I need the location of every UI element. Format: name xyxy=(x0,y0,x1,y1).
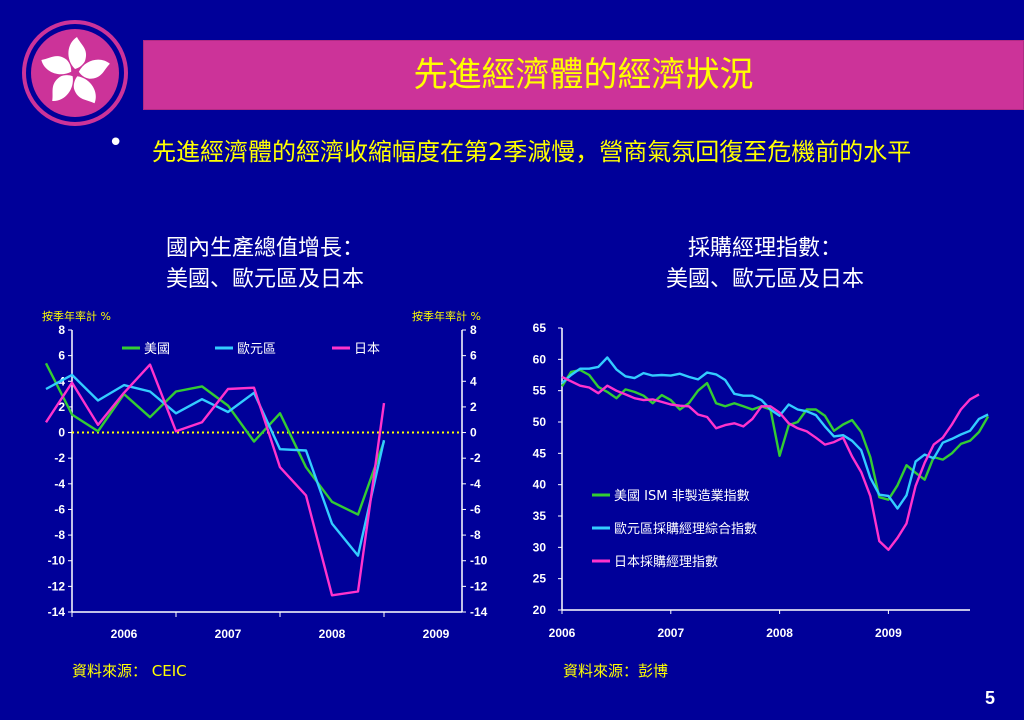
left-chart-title-line2: 美國、歐元區及日本 xyxy=(165,267,364,292)
x-tick-label: 2007 xyxy=(657,626,684,640)
y-tick-label: 65 xyxy=(533,321,547,335)
y-tick-label: 30 xyxy=(533,540,547,554)
series-line-0 xyxy=(560,368,990,501)
y2-tick-label: -6 xyxy=(470,502,481,516)
x-tick-label: 2008 xyxy=(319,627,346,641)
y-tick-label: -8 xyxy=(54,528,65,542)
x-tick-label: 2006 xyxy=(549,626,576,640)
right-axis-unit: 按季年率計 % xyxy=(412,309,481,323)
y-tick-label: 0 xyxy=(58,426,65,440)
series-line-0 xyxy=(44,362,386,516)
y2-tick-label: -14 xyxy=(470,605,488,619)
left-axis-unit: 按季年率計 % xyxy=(42,309,111,323)
y2-tick-label: 4 xyxy=(470,374,477,388)
y2-tick-label: 6 xyxy=(470,349,477,363)
left-chart-title-line1: 國內生產總值增長： xyxy=(165,236,364,261)
legend-label-1: 歐元區 xyxy=(237,342,276,357)
left-chart-title: 國內生產總值增長： 美國、歐元區及日本 xyxy=(120,233,410,295)
y-tick-label: 4 xyxy=(58,374,65,388)
y-tick-label: 40 xyxy=(533,478,547,492)
bauhinia-flower-icon xyxy=(22,20,128,126)
y2-tick-label: -4 xyxy=(470,477,481,491)
y-tick-label: -14 xyxy=(48,605,66,619)
series-line-1 xyxy=(561,356,989,510)
y-tick-label: 60 xyxy=(533,352,547,366)
y-tick-label: -12 xyxy=(48,579,66,593)
y2-tick-label: -10 xyxy=(470,554,488,568)
legend-label-1: 歐元區採購經理綜合指數 xyxy=(614,522,757,537)
y-tick-label: 8 xyxy=(58,323,65,337)
slide-title: 先進經濟體的經濟狀況 xyxy=(413,55,754,95)
series-line-2 xyxy=(561,375,980,551)
y-tick-label: -6 xyxy=(54,502,65,516)
y-tick-label: 35 xyxy=(533,509,547,523)
x-tick-label: 2009 xyxy=(875,626,902,640)
y-tick-label: 2 xyxy=(58,400,65,414)
right-chart-title-line2: 美國、歐元區及日本 xyxy=(665,267,864,292)
bullet-text: 先進經濟體的經濟收縮幅度在第2季減慢，營商氣氛回復至危機前的水平 xyxy=(152,138,912,166)
y2-tick-label: 0 xyxy=(470,426,477,440)
legend-label-0: 美國 xyxy=(144,342,170,357)
right-chart-title-line1: 採購經理指數： xyxy=(687,236,842,261)
y-tick-label: 25 xyxy=(533,572,547,586)
x-tick-label: 2006 xyxy=(111,627,138,641)
legend-label-2: 日本採購經理指數 xyxy=(614,555,718,570)
y-tick-label: 20 xyxy=(533,603,547,617)
bullet-dot: • xyxy=(108,128,124,158)
y2-tick-label: 2 xyxy=(470,400,477,414)
x-tick-label: 2009 xyxy=(423,627,450,641)
y-tick-label: 45 xyxy=(533,446,547,460)
y-tick-label: 6 xyxy=(58,349,65,363)
right-chart-title: 採購經理指數： 美國、歐元區及日本 xyxy=(620,233,910,295)
y-tick-label: 55 xyxy=(533,384,547,398)
series-line-2 xyxy=(44,363,386,597)
y-tick-label: -2 xyxy=(54,451,65,465)
y-tick-label: -10 xyxy=(48,554,66,568)
y2-tick-label: -8 xyxy=(470,528,481,542)
x-tick-label: 2007 xyxy=(215,627,242,641)
right-chart-source: 資料來源：彭博 xyxy=(563,662,669,680)
x-tick-label: 2008 xyxy=(766,626,793,640)
y2-tick-label: -12 xyxy=(470,579,488,593)
title-bar xyxy=(143,40,1024,110)
y-tick-label: -4 xyxy=(54,477,65,491)
legend-label-0: 美國 ISM 非製造業指數 xyxy=(614,488,750,504)
y2-tick-label: 8 xyxy=(470,323,477,337)
page-number: 5 xyxy=(985,688,996,708)
left-chart-source: 資料來源： CEIC xyxy=(72,662,187,680)
y2-tick-label: -2 xyxy=(470,451,481,465)
y-tick-label: 50 xyxy=(533,415,547,429)
legend-label-2: 日本 xyxy=(354,342,380,357)
series-line-1 xyxy=(45,373,386,557)
